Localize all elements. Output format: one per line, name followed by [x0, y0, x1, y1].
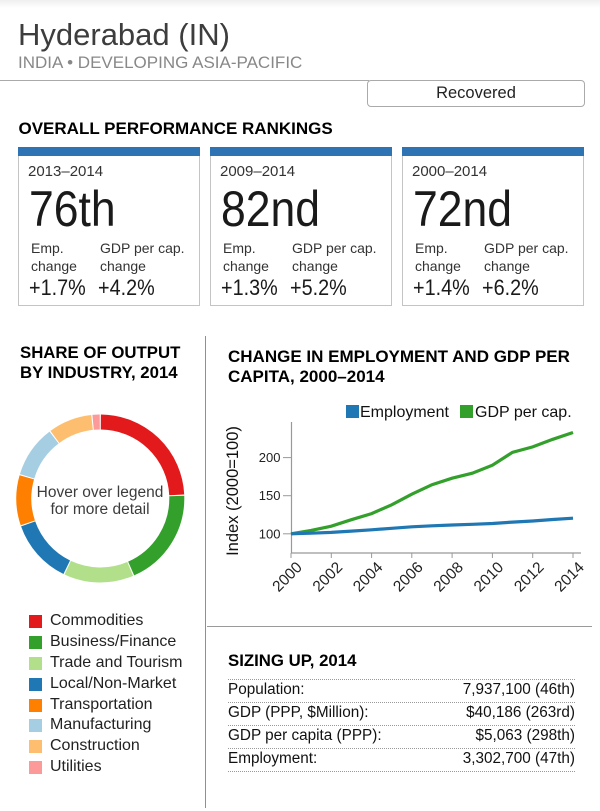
svg-text:GDP per cap.: GDP per cap.	[475, 404, 572, 421]
svg-text:100: 100	[259, 526, 281, 541]
svg-text:2010: 2010	[471, 559, 508, 596]
svg-text:2014: 2014	[551, 559, 588, 596]
svg-text:2002: 2002	[310, 559, 346, 595]
svg-text:2004: 2004	[350, 559, 387, 596]
svg-text:150: 150	[259, 488, 281, 503]
svg-text:Employment: Employment	[360, 404, 449, 421]
svg-text:2008: 2008	[431, 559, 467, 595]
svg-text:200: 200	[259, 450, 281, 465]
svg-text:Index (2000=100): Index (2000=100)	[224, 426, 242, 556]
svg-text:2006: 2006	[390, 559, 426, 595]
svg-text:2012: 2012	[511, 559, 547, 595]
svg-text:2000: 2000	[269, 559, 306, 596]
